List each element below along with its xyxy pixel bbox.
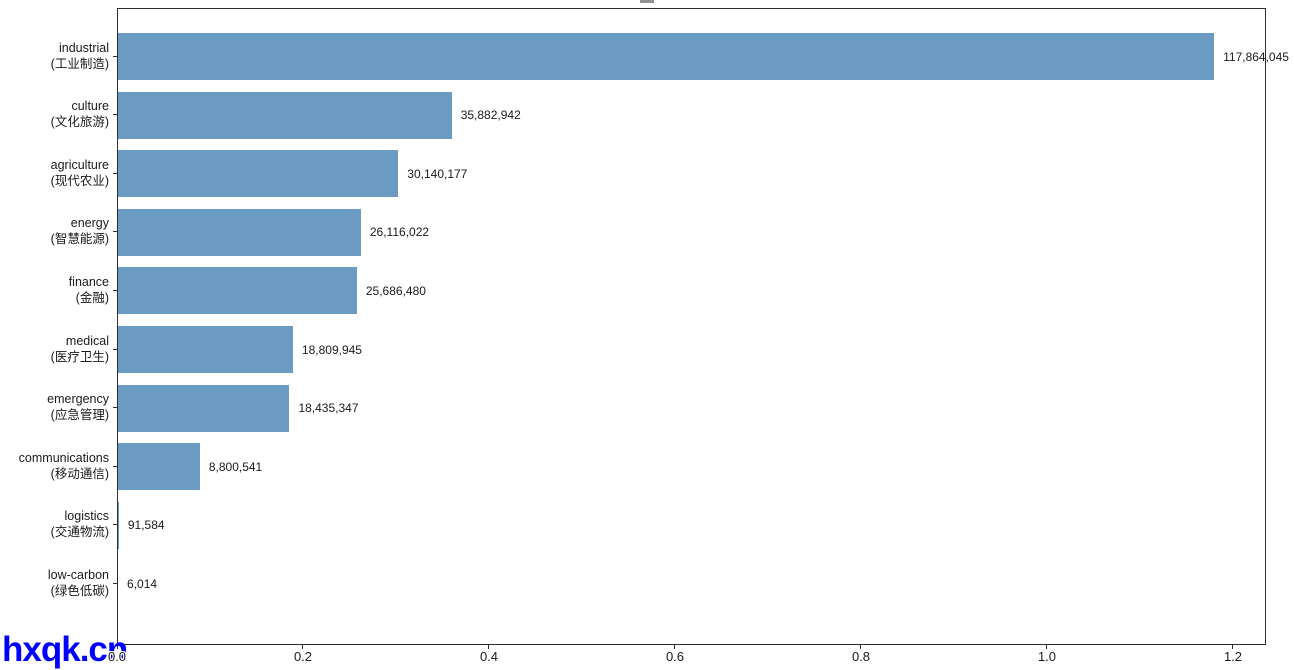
y-tick-mark: [113, 465, 117, 467]
bar: [118, 267, 357, 315]
bar-value-label: 18,435,347: [298, 401, 359, 416]
watermark: hxqk.cn: [2, 630, 128, 669]
y-tick-mark: [113, 348, 117, 350]
category-name-en: emergency: [47, 392, 109, 407]
y-tick-mark: [113, 524, 117, 526]
y-tick-mark: [113, 289, 117, 291]
y-axis-category-label: medical (医疗卫生): [0, 333, 109, 365]
category-name-zh: (移动通信): [50, 466, 109, 481]
bar-value-label: 117,864,045: [1223, 49, 1289, 64]
category-name-en: finance: [68, 274, 109, 289]
y-axis-category-label: emergency (应急管理): [0, 391, 109, 423]
bar-value-label: 8,800,541: [208, 459, 263, 474]
bar-value-label: 30,140,177: [407, 166, 468, 181]
x-tick-label: 1.2: [1223, 649, 1243, 664]
bar: [118, 150, 399, 198]
y-axis-category-label: agriculture (现代农业): [0, 157, 109, 189]
y-axis-category-label: logistics (交通物流): [0, 508, 109, 540]
y-tick-mark: [113, 172, 117, 174]
bar: [118, 501, 119, 549]
category-name-en: communications: [18, 450, 109, 465]
x-tick-mark: [860, 645, 862, 649]
y-axis-category-label: energy (智慧能源): [0, 215, 109, 247]
x-tick-label: 0.2: [293, 649, 313, 664]
category-name-en: culture: [71, 99, 109, 114]
x-tick-mark: [1232, 645, 1234, 649]
bar-value-label: 25,686,480: [365, 283, 426, 298]
plot-area: 117,864,045 35,882,942 30,140,177 26,116,02…: [117, 8, 1289, 645]
bar: [118, 384, 290, 432]
category-name-zh: (医疗卫生): [50, 349, 109, 364]
category-name-en: industrial: [58, 40, 109, 55]
y-tick-mark: [113, 55, 117, 57]
category-name-zh: (金融): [75, 290, 109, 305]
bar-value-label: 6,014: [127, 576, 158, 591]
bar-value-label: 91,584: [127, 518, 165, 533]
category-name-en: energy: [70, 216, 109, 231]
clipped-title-fragment: [640, 0, 654, 3]
y-axis-labels: industrial (工业制造) culture (文化旅游) agriculture…: [0, 8, 109, 645]
category-name-zh: (应急管理): [50, 408, 109, 423]
y-tick-mark: [113, 582, 117, 584]
y-tick-mark: [113, 407, 117, 409]
bar: [118, 326, 293, 373]
y-axis-category-label: low-carbon (绿色低碳): [0, 567, 109, 599]
category-name-zh: (绿色低碳): [50, 583, 109, 598]
y-tick-mark: [113, 114, 117, 116]
category-name-zh: (工业制造): [50, 56, 109, 71]
category-name-en: agriculture: [50, 157, 109, 172]
bar: [118, 443, 200, 491]
category-name-en: medical: [65, 333, 109, 348]
category-name-zh: (文化旅游): [50, 115, 109, 130]
x-tick-mark: [302, 645, 304, 649]
x-tick-mark: [674, 645, 676, 649]
y-axis-category-label: industrial (工业制造): [0, 40, 109, 72]
bar-value-label: 26,116,022: [369, 225, 430, 240]
x-tick-mark: [1046, 645, 1048, 649]
bar: [118, 91, 452, 139]
bar: [118, 208, 361, 256]
y-axis-category-label: finance (金融): [0, 274, 109, 306]
category-name-zh: (智慧能源): [50, 232, 109, 247]
bar: [118, 33, 1215, 80]
category-name-en: logistics: [64, 509, 109, 524]
x-tick-label: 0.8: [851, 649, 871, 664]
x-tick-label: 0.0: [107, 649, 127, 664]
y-axis-category-label: culture (文化旅游): [0, 98, 109, 130]
y-tick-mark: [113, 231, 117, 233]
x-tick-label: 0.6: [665, 649, 685, 664]
bar-value-label: 18,809,945: [301, 342, 362, 357]
x-tick-mark: [488, 645, 490, 649]
category-name-zh: (交通物流): [50, 525, 109, 540]
category-name-zh: (现代农业): [50, 173, 109, 188]
x-tick-label: 1.0: [1037, 649, 1057, 664]
y-axis-category-label: communications (移动通信): [0, 450, 109, 482]
bar-value-label: 35,882,942: [460, 108, 521, 123]
x-tick-mark: [116, 645, 118, 649]
category-name-en: low-carbon: [47, 567, 109, 582]
x-tick-label: 0.4: [479, 649, 499, 664]
